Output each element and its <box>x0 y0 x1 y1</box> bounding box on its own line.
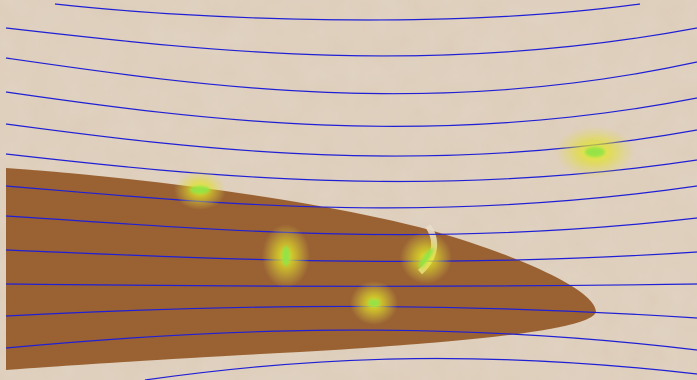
streamline <box>5 27 697 57</box>
streamlines <box>5 3 697 380</box>
streamline <box>5 91 697 128</box>
glow-spots <box>174 126 635 325</box>
streamline <box>144 357 697 380</box>
streamline <box>5 305 697 319</box>
glow-core <box>585 147 605 157</box>
streamline <box>5 329 697 351</box>
glow-core <box>368 299 380 307</box>
streamline <box>5 57 697 95</box>
streamline <box>5 215 697 236</box>
streamline <box>54 3 641 21</box>
streamline <box>5 185 697 209</box>
streamline <box>5 249 697 262</box>
streamline <box>5 283 697 287</box>
glow-core <box>190 186 210 194</box>
glow-core <box>282 246 290 266</box>
glow-core <box>418 248 434 268</box>
